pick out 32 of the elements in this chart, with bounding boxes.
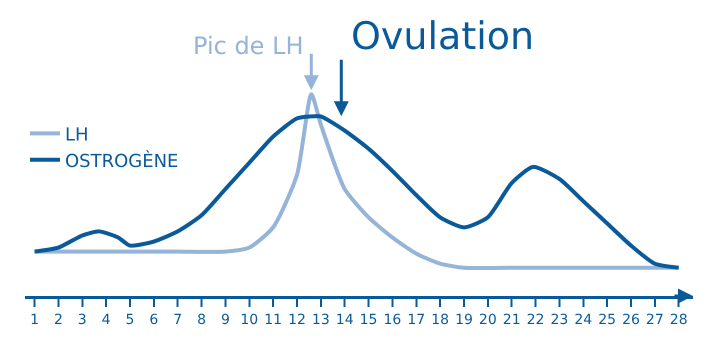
- x-tick-label: 7: [173, 312, 182, 328]
- x-tick-label: 19: [455, 312, 473, 328]
- x-tick-label: 2: [54, 312, 63, 328]
- x-tick-label: 24: [574, 312, 592, 328]
- x-tick-label: 28: [670, 312, 688, 328]
- x-tick-label: 8: [197, 312, 206, 328]
- x-tick-label: 14: [336, 312, 354, 328]
- x-tick-label: 10: [240, 312, 258, 328]
- x-tick-label: 11: [264, 312, 282, 328]
- x-tick-label: 25: [598, 312, 616, 328]
- x-tick-label: 18: [431, 312, 450, 328]
- x-tick-label: 17: [407, 312, 426, 328]
- legend-label: LH: [65, 124, 89, 146]
- x-tick-label: 13: [312, 312, 330, 328]
- x-tick-label: 1: [30, 312, 39, 328]
- x-tick-label: 16: [383, 312, 402, 328]
- x-tick-label: 5: [126, 312, 134, 328]
- x-tick-label: 15: [360, 312, 378, 328]
- x-tick-label: 21: [502, 312, 521, 328]
- x-tick-label: 12: [288, 312, 306, 328]
- x-tick-label: 26: [622, 312, 640, 328]
- text: Pic de LH: [193, 32, 304, 60]
- x-tick-label: 27: [646, 312, 664, 328]
- x-tick-label: 4: [102, 312, 111, 328]
- x-tick-label: 3: [78, 312, 87, 328]
- x-tick-label: 22: [526, 312, 544, 328]
- x-tick-label: 23: [550, 312, 568, 328]
- x-tick-label: 9: [220, 312, 230, 328]
- text: Ovulation: [351, 14, 534, 58]
- x-tick-label: 20: [478, 312, 497, 328]
- x-tick-label: 6: [149, 312, 158, 328]
- legend-label: OSTROGÈNE: [65, 150, 178, 172]
